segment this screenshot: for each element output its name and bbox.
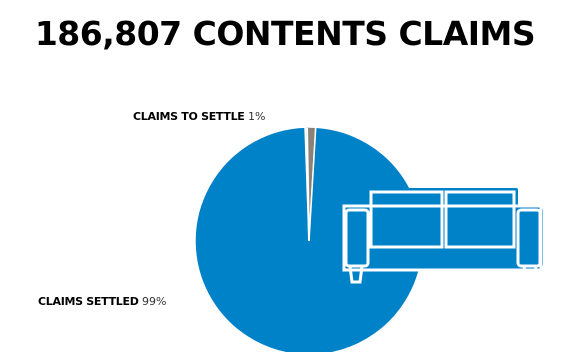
label-claims-settled: CLAIMS SETTLED 99%: [38, 295, 167, 308]
pie-slices: [194, 126, 424, 352]
settle-pointer-line: [306, 127, 310, 242]
slice-percent: 1%: [248, 110, 266, 123]
chart-title: 186,807 CONTENTS CLAIMS: [34, 14, 536, 53]
slice-label: CLAIMS SETTLED: [38, 295, 139, 308]
slice-label: CLAIMS TO SETTLE: [133, 110, 245, 123]
sofa-icon: [342, 188, 543, 284]
slice-percent: 99%: [142, 295, 167, 308]
label-claims-to-settle: CLAIMS TO SETTLE 1%: [133, 110, 265, 123]
slice-claims-settled: [194, 126, 424, 352]
